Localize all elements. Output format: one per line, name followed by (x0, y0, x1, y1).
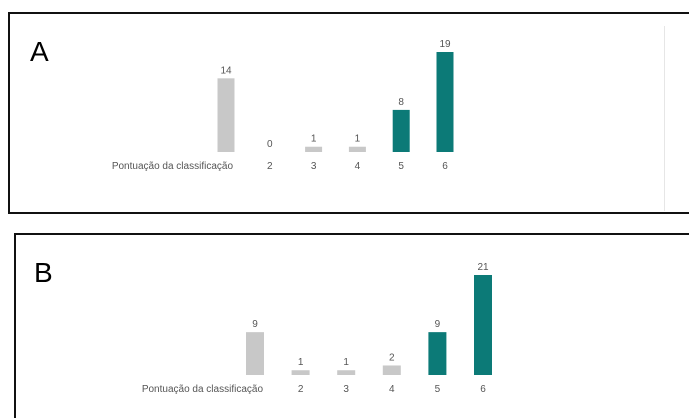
bar-3 (337, 370, 356, 375)
data-label-2: 1 (298, 357, 304, 368)
bar-1 (246, 332, 264, 375)
bar-6 (436, 52, 454, 152)
tick-label-5: 5 (435, 384, 441, 395)
tick-label-2: 2 (298, 384, 304, 395)
bar-1 (217, 78, 235, 152)
panel-divider (664, 26, 665, 211)
data-label-2: 0 (267, 139, 273, 150)
tick-label-6: 6 (480, 384, 486, 395)
bar-5 (428, 332, 447, 375)
bar-3 (305, 146, 323, 152)
tick-label-6: 6 (442, 161, 448, 172)
tick-label-4: 4 (389, 384, 395, 395)
data-label-5: 8 (398, 97, 404, 108)
tick-label-3: 3 (343, 384, 349, 395)
tick-label-2: 2 (267, 161, 273, 172)
tick-label-3: 3 (311, 161, 317, 172)
data-label-1: 14 (220, 65, 232, 76)
data-label-3: 1 (311, 134, 317, 145)
data-label-4: 1 (355, 134, 361, 145)
data-label-1: 9 (252, 319, 258, 330)
tick-label-5: 5 (398, 161, 404, 172)
chart-panel-a: A 14 0 2 1 3 1 4 8 5 19 6 Pontuação da classificaçã… (8, 12, 689, 214)
panel-label-b: B (34, 257, 53, 288)
x-axis-label: Pontuação da classificação (112, 161, 234, 172)
data-label-3: 1 (343, 357, 349, 368)
data-label-4: 2 (389, 352, 395, 363)
tick-label-4: 4 (355, 161, 361, 172)
panel-label-a: A (30, 36, 49, 67)
chart-panel-b: B 9 1 2 1 3 2 4 9 5 21 6 Pontuação da classificação (14, 233, 689, 418)
x-axis-label: Pontuação da classificação (142, 384, 264, 395)
data-label-6: 19 (439, 39, 451, 50)
data-label-5: 9 (435, 319, 441, 330)
data-label-6: 21 (477, 262, 489, 273)
bar-2 (291, 370, 310, 375)
bar-4 (348, 146, 366, 152)
bar-4 (382, 365, 401, 375)
bar-5 (392, 109, 410, 152)
bar-6 (474, 275, 492, 375)
